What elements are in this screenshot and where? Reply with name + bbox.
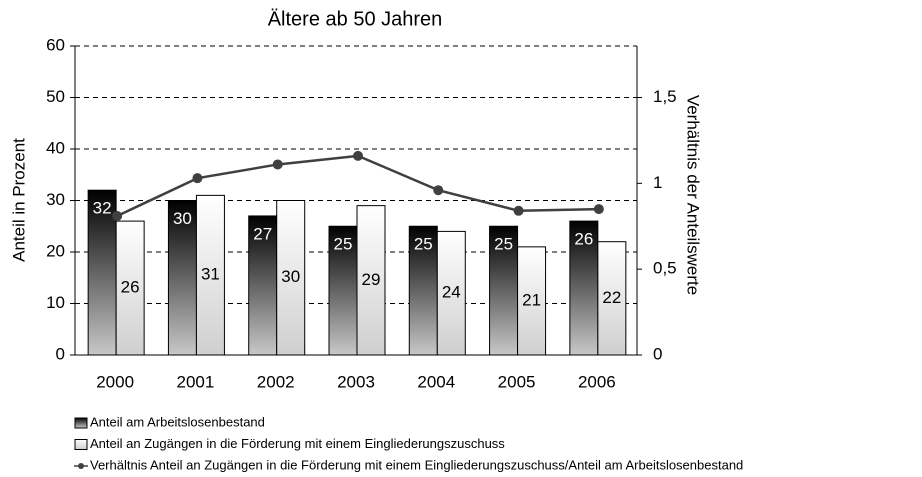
legend-swatch: [74, 439, 88, 450]
bar: [489, 225, 519, 356]
legend-swatch: [74, 417, 88, 429]
bar: [115, 220, 145, 356]
data-label: 25: [414, 235, 433, 254]
y-tick-label: 40: [46, 138, 65, 157]
y-tick-label: 30: [46, 190, 65, 209]
x-tick-label: 2000: [96, 372, 134, 391]
line-marker: [433, 185, 444, 196]
data-label: 32: [93, 199, 112, 218]
data-label: 31: [201, 265, 220, 284]
line-marker: [112, 210, 123, 221]
legend-marker: [78, 463, 84, 469]
line-marker: [513, 205, 524, 216]
data-label: 29: [362, 270, 381, 289]
line-marker: [593, 204, 604, 215]
bar: [248, 215, 278, 356]
data-label: 25: [494, 235, 513, 254]
legend-label: Verhältnis Anteil an Zugängen in die För…: [90, 457, 743, 472]
y2-axis-title: Verhältnis der Anteilswerte: [684, 95, 703, 295]
bar: [276, 200, 306, 356]
x-tick-label: 2002: [257, 372, 295, 391]
data-label: 30: [173, 209, 192, 228]
data-label: 22: [602, 288, 621, 307]
bar: [167, 200, 197, 356]
x-tick-label: 2003: [337, 372, 375, 391]
legend-label: Anteil an Zugängen in die Förderung mit …: [90, 436, 505, 451]
data-label: 24: [442, 283, 461, 302]
x-tick-label: 2001: [177, 372, 215, 391]
line-marker: [272, 159, 283, 170]
bar: [436, 230, 466, 356]
bar: [87, 189, 117, 356]
bar: [356, 205, 386, 356]
y-tick-label: 10: [46, 293, 65, 312]
y-tick-label: 60: [46, 35, 65, 54]
bar: [517, 246, 547, 356]
y2-tick-label: 1: [653, 173, 662, 192]
line-marker: [192, 173, 203, 184]
y2-tick-label: 0: [653, 344, 662, 363]
y-tick-label: 0: [56, 344, 65, 363]
y-axis-title: Anteil in Prozent: [9, 138, 28, 262]
data-label: 26: [121, 278, 140, 297]
legend-label: Anteil am Arbeitslosenbestand: [90, 414, 265, 429]
chart-title: Ältere ab 50 Jahren: [268, 8, 443, 30]
x-tick-label: 2004: [417, 372, 455, 391]
x-tick-label: 2006: [578, 372, 616, 391]
y2-tick-label: 1,5: [653, 87, 677, 106]
y-tick-label: 20: [46, 241, 65, 260]
data-label: 30: [281, 267, 300, 286]
bar: [195, 194, 225, 356]
data-label: 21: [522, 290, 541, 309]
data-label: 27: [253, 224, 272, 243]
y2-tick-label: 0,5: [653, 259, 677, 278]
data-label: 26: [574, 230, 593, 249]
data-label: 25: [334, 235, 353, 254]
x-tick-label: 2005: [498, 372, 536, 391]
bar: [597, 241, 627, 356]
y-tick-label: 50: [46, 87, 65, 106]
line-marker: [353, 150, 363, 161]
